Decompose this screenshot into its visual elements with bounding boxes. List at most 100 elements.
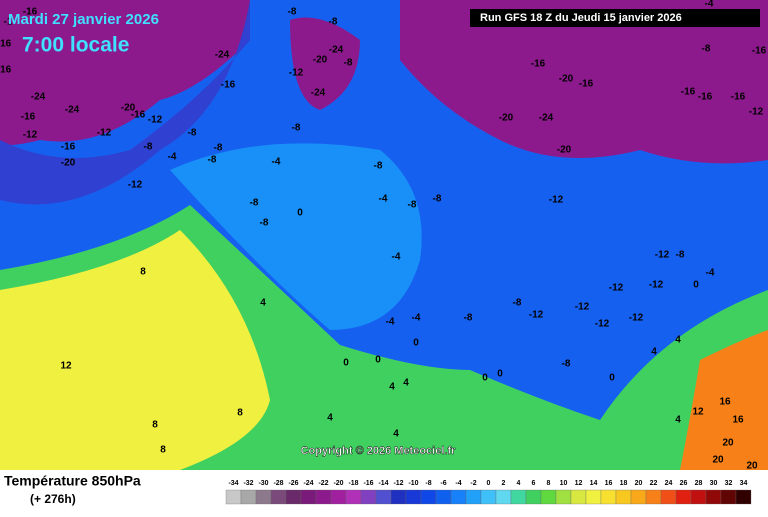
contour-label: 4 <box>403 378 409 389</box>
contour-label: -8 <box>188 128 197 139</box>
contour-label: -12 <box>595 319 610 330</box>
contour-label: -16 <box>0 65 12 76</box>
contour-label: -12 <box>97 128 112 139</box>
contour-label: -4 <box>412 313 421 324</box>
contour-label: -4 <box>379 194 388 205</box>
color-swatch <box>615 489 632 505</box>
contour-label: -16 <box>21 112 36 123</box>
contour-label: 4 <box>327 413 333 424</box>
contour-label: -20 <box>121 103 136 114</box>
contour-label: -24 <box>311 88 326 99</box>
color-swatch <box>420 489 437 505</box>
contour-label: -16 <box>681 87 696 98</box>
contour-label: -4 <box>168 152 177 163</box>
cold-area <box>400 0 768 164</box>
color-swatch <box>510 489 527 505</box>
contour-label: -4 <box>705 0 714 10</box>
contour-label: 0 <box>609 373 615 384</box>
contour-label: -16 <box>61 142 76 153</box>
contour-label: -12 <box>575 302 590 313</box>
contour-label: -16 <box>579 79 594 90</box>
color-swatch <box>330 489 347 505</box>
contour-label: 4 <box>675 335 681 346</box>
color-swatch <box>285 489 302 505</box>
run-box <box>470 9 760 27</box>
contour-label: -16 <box>0 39 12 50</box>
contour-label: -8 <box>676 250 685 261</box>
contour-label: -24 <box>329 45 344 56</box>
contour-label: 0 <box>497 369 503 380</box>
scale-label: 0 <box>487 480 491 487</box>
contour-label: -4 <box>392 252 401 263</box>
contour-label: 0 <box>413 338 419 349</box>
contour-label: 4 <box>651 347 657 358</box>
contour-label: -8 <box>464 313 473 324</box>
color-swatch <box>450 489 467 505</box>
contour-label: -12 <box>148 115 163 126</box>
color-swatch <box>480 489 497 505</box>
scale-label: 34 <box>740 480 748 487</box>
scale-label: -2 <box>470 480 476 487</box>
contour-label: -20 <box>313 55 328 66</box>
contour-label: -16 <box>731 92 746 103</box>
warm-area <box>0 230 270 470</box>
color-swatch <box>675 489 692 505</box>
contour-label: -8 <box>260 218 269 229</box>
contour-label: -12 <box>529 310 544 321</box>
scale-label: -30 <box>258 480 268 487</box>
color-swatch <box>375 489 392 505</box>
contour-label: 20 <box>746 461 758 472</box>
contour-label: 4 <box>675 415 681 426</box>
color-swatch <box>600 489 617 505</box>
contour-label: -20 <box>557 145 572 156</box>
contour-label: -8 <box>433 194 442 205</box>
contour-label: 4 <box>389 382 395 393</box>
color-swatch <box>645 489 662 505</box>
contour-label: 16 <box>719 397 731 408</box>
scale-label: 22 <box>650 480 658 487</box>
scale-label: 12 <box>575 480 583 487</box>
mild-area <box>170 143 422 330</box>
color-swatch <box>630 489 647 505</box>
contour-label: 0 <box>482 373 488 384</box>
contour-label: 0 <box>297 208 303 219</box>
contour-label: -4 <box>272 157 281 168</box>
scale-label: 10 <box>560 480 568 487</box>
color-swatch <box>390 489 407 505</box>
contour-label: -4 <box>386 317 395 328</box>
contour-label: -16 <box>752 46 767 57</box>
contour-label: -8 <box>562 359 571 370</box>
scale-label: 2 <box>502 480 506 487</box>
contour-label: 8 <box>237 408 243 419</box>
contour-label: -12 <box>128 180 143 191</box>
contour-label: -20 <box>559 74 574 85</box>
color-swatch <box>435 489 452 505</box>
contour-label: 0 <box>693 280 699 291</box>
scale-label: -32 <box>243 480 253 487</box>
contour-label: -12 <box>609 283 624 294</box>
run-info: Run GFS 18 Z du Jeudi 15 janvier 2026 <box>480 12 682 24</box>
contour-label: 20 <box>722 438 734 449</box>
contour-label: -8 <box>288 7 297 18</box>
cold-area <box>0 0 250 205</box>
contour-label: -8 <box>144 142 153 153</box>
color-swatch <box>465 489 482 505</box>
color-swatch <box>360 489 377 505</box>
contour-label: -8 <box>329 17 338 28</box>
lead-time: (+ 276h) <box>30 492 76 506</box>
color-swatch <box>525 489 542 505</box>
scale-label: -20 <box>333 480 343 487</box>
contour-label: 12 <box>60 361 72 372</box>
color-swatch <box>240 489 257 505</box>
color-swatch <box>555 489 572 505</box>
contour-label: 4 <box>260 298 266 309</box>
color-swatch <box>225 489 242 505</box>
color-swatch <box>255 489 272 505</box>
contour-label: -12 <box>629 313 644 324</box>
scale-label: -26 <box>288 480 298 487</box>
scale-label: -4 <box>455 480 461 487</box>
scale-label: 8 <box>547 480 551 487</box>
scale-label: 18 <box>620 480 628 487</box>
contour-label: -24 <box>65 105 80 116</box>
forecast-time: 7:00 locale <box>22 34 129 57</box>
